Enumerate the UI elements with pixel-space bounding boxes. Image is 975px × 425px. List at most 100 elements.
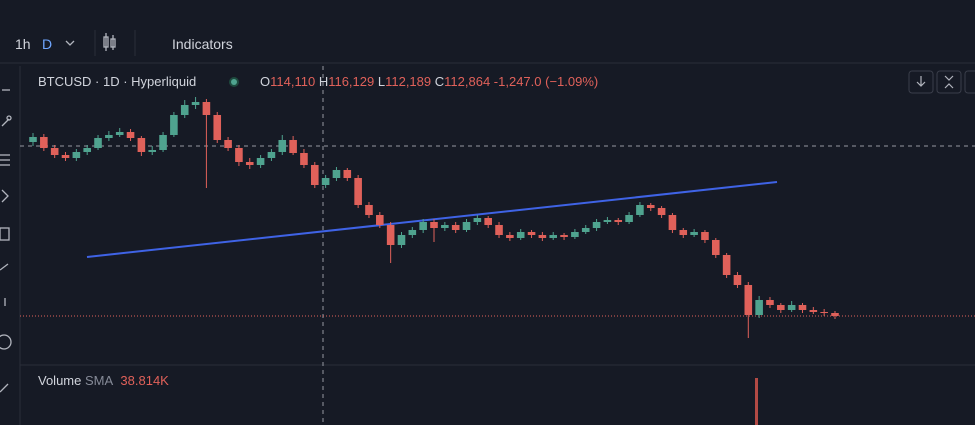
candle-body — [321, 178, 330, 185]
label: C — [434, 74, 445, 89]
candle-body — [105, 135, 113, 138]
legend-ohlc: O114,110 H116,129 L112,189 C112,864 -1,2… — [260, 74, 598, 89]
candle-body — [733, 275, 742, 285]
candle-body — [636, 205, 644, 215]
candle-body — [50, 148, 59, 155]
candle-body — [679, 230, 688, 235]
candle-body — [441, 225, 449, 228]
candle-body — [484, 218, 492, 225]
candle-body — [451, 225, 460, 230]
candle-body — [72, 152, 81, 158]
candle-body — [592, 222, 601, 228]
indicators-button[interactable]: Indicators — [172, 36, 233, 52]
candle-body — [581, 228, 590, 232]
status-dot — [231, 79, 237, 85]
candle-body — [61, 155, 70, 158]
value: 112,864 — [444, 74, 491, 89]
candle-body — [83, 148, 91, 152]
candle-body — [365, 205, 373, 215]
candle-body — [668, 215, 677, 230]
candle-body — [614, 220, 623, 222]
value: 38.814K — [120, 373, 169, 388]
candle-body — [755, 300, 763, 315]
candle-body — [549, 235, 558, 238]
label: H — [318, 74, 329, 89]
candle-body — [657, 208, 666, 215]
candle-body — [310, 165, 319, 185]
candle-body — [560, 235, 568, 237]
candle-body — [40, 137, 48, 148]
candle-body — [245, 162, 254, 165]
value: 116,129 — [328, 74, 375, 89]
candle-body — [473, 218, 482, 222]
volume-bar — [755, 378, 758, 425]
left-tools[interactable] — [0, 89, 12, 393]
candle-body — [148, 150, 157, 152]
right-buttons[interactable] — [908, 70, 975, 94]
candle-body — [798, 305, 807, 310]
value: 112,189 — [385, 74, 432, 89]
candle-icon[interactable] — [103, 33, 116, 51]
label: SMA — [85, 373, 114, 388]
candle-body — [159, 135, 167, 150]
candle-body — [115, 132, 124, 135]
dropdown-chevron[interactable] — [65, 40, 75, 46]
candle-body — [831, 313, 839, 316]
candle-body — [29, 137, 37, 142]
candle-body — [354, 178, 362, 205]
candle-body — [690, 232, 698, 235]
candle-body — [419, 222, 427, 230]
candle-body — [787, 305, 796, 310]
symbol: BTCUSD · 1D · Hyperliquid — [38, 74, 197, 89]
candle-body — [430, 222, 438, 228]
candle-body — [235, 148, 243, 162]
candle-body — [625, 215, 633, 222]
candle-body — [408, 230, 417, 235]
candle-body — [495, 225, 503, 235]
candle-body — [386, 225, 395, 245]
candle-body — [809, 310, 818, 312]
period-button[interactable]: D — [42, 36, 53, 52]
candle-body — [289, 140, 297, 153]
candle-body — [571, 232, 579, 237]
label: Volume — [38, 373, 82, 388]
candle-body — [213, 115, 222, 140]
label: O — [260, 74, 271, 89]
candle-body — [343, 170, 352, 178]
candle-body — [126, 132, 135, 138]
candle-body — [300, 153, 308, 165]
candle-body — [516, 232, 525, 238]
candle-body — [744, 285, 753, 315]
candle-body — [603, 220, 612, 222]
candle-body — [180, 105, 189, 115]
candle-body — [278, 140, 287, 152]
candle-body — [722, 255, 731, 275]
candle-body — [766, 300, 774, 305]
candle-body — [538, 235, 547, 238]
interval-button[interactable]: 1h — [15, 36, 31, 52]
candle-body — [711, 240, 720, 255]
trend-line[interactable] — [86, 181, 778, 258]
candle-body — [397, 235, 406, 245]
candle-body — [191, 102, 200, 105]
candle-body — [256, 158, 265, 165]
candle-body — [267, 152, 276, 158]
candle-body — [376, 215, 384, 225]
candle-body — [137, 138, 146, 152]
candle-body — [202, 102, 211, 115]
change: -1,247.0 (−1.09%) — [493, 74, 599, 89]
volume-legend: Volume SMA 38.814K — [38, 373, 169, 388]
candle-body — [224, 140, 232, 148]
candle-body — [332, 170, 341, 178]
button-icons — [916, 75, 954, 89]
label: L — [377, 74, 386, 89]
candle-body — [701, 232, 709, 240]
candle-body — [462, 222, 471, 230]
candle-body — [506, 235, 514, 238]
candle-body — [646, 205, 655, 208]
candle-body — [170, 115, 178, 135]
candle-body — [94, 138, 102, 148]
value: 114,110 — [270, 74, 316, 89]
